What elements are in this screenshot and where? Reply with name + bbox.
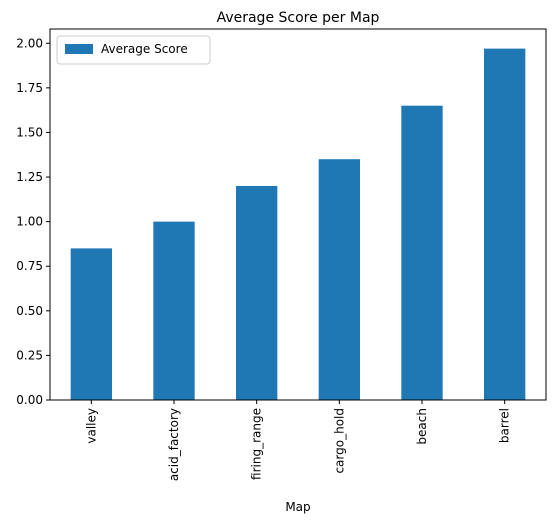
legend: Average Score [56, 35, 211, 65]
y-tick-label: 2.00 [16, 36, 43, 50]
x-axis: valley acid_factory firing_range cargo_hold… [84, 400, 512, 481]
y-tick-label: 0.25 [16, 348, 43, 362]
y-tick-label: 1.75 [16, 81, 43, 95]
x-tick-label-beach: beach [415, 408, 429, 445]
bar-acid_factory [153, 221, 195, 400]
y-tick-label: 0.50 [16, 304, 43, 318]
bar-barrel [484, 48, 526, 401]
plot-frame [49, 28, 547, 401]
y-tick-label: 0.75 [16, 259, 43, 273]
y-tick-label: 1.00 [16, 215, 43, 229]
y-axis: 0.00 0.25 0.50 0.75 1.00 1.25 1.50 1.75 2.00 [16, 36, 50, 407]
bar-cargo_hold [318, 159, 360, 400]
chart-title: Average Score per Map [217, 10, 380, 26]
x-tick-label-valley: valley [84, 408, 98, 444]
bar-valley [70, 248, 112, 400]
x-axis-label: Map [285, 500, 310, 514]
y-tick-label: 1.25 [16, 170, 43, 184]
y-tick-label: 1.50 [16, 125, 43, 139]
bar-firing_range [236, 185, 278, 400]
legend-box [56, 35, 211, 65]
y-tick-label: 0.00 [16, 393, 43, 407]
legend-swatch [65, 44, 93, 54]
x-tick-label-cargo_hold: cargo_hold [332, 408, 346, 474]
bar-beach [401, 105, 443, 400]
x-tick-label-acid_factory: acid_factory [167, 408, 181, 481]
x-tick-label-barrel: barrel [498, 408, 512, 443]
legend-label: Average Score [101, 42, 188, 56]
x-tick-label-firing_range: firing_range [250, 408, 264, 480]
bars-group [70, 48, 526, 401]
